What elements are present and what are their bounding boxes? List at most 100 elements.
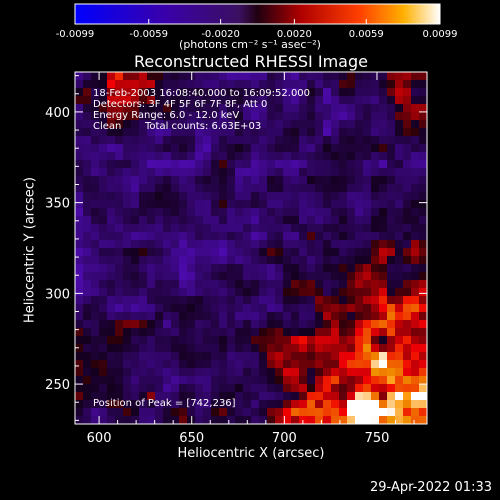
heatmap-pixel [387, 152, 396, 161]
heatmap-pixel [299, 328, 308, 337]
heatmap-pixel [147, 272, 156, 281]
heatmap-pixel [251, 112, 260, 121]
heatmap-pixel [219, 208, 228, 217]
heatmap-pixel [315, 384, 324, 393]
heatmap-pixel [371, 112, 380, 121]
heatmap-pixel [251, 208, 260, 217]
heatmap-pixel [187, 112, 196, 121]
heatmap-pixel [403, 392, 412, 401]
heatmap-pixel [395, 400, 404, 409]
heatmap-pixel [235, 384, 244, 393]
colorbar-tick-label: 0.0099 [423, 29, 458, 40]
heatmap-pixel [115, 80, 124, 89]
heatmap-pixel [331, 264, 340, 273]
heatmap-pixel [251, 224, 260, 233]
heatmap-pixel [291, 152, 300, 161]
heatmap-pixel [203, 352, 212, 361]
heatmap-pixel [219, 96, 228, 105]
heatmap-pixel [139, 352, 148, 361]
heatmap-pixel [91, 280, 100, 289]
heatmap-pixel [299, 160, 308, 169]
x-tick-label: 750 [365, 431, 390, 446]
heatmap-pixel [331, 240, 340, 249]
heatmap-pixel [339, 104, 348, 113]
heatmap-pixel [203, 112, 212, 121]
heatmap-pixel [107, 80, 116, 89]
heatmap-pixel [403, 88, 412, 97]
heatmap-pixel [259, 176, 268, 185]
heatmap-pixel [195, 272, 204, 281]
heatmap-pixel [195, 144, 204, 153]
heatmap-pixel [259, 400, 268, 409]
heatmap-pixel [91, 168, 100, 177]
heatmap-pixel [259, 384, 268, 393]
heatmap-pixel [179, 240, 188, 249]
heatmap-pixel [259, 280, 268, 289]
heatmap-pixel [267, 200, 276, 209]
heatmap-pixel [251, 144, 260, 153]
heatmap-pixel [411, 264, 420, 273]
heatmap-pixel [395, 392, 404, 401]
heatmap-pixel [403, 112, 412, 121]
heatmap-pixel [411, 216, 420, 225]
heatmap-pixel [267, 160, 276, 169]
heatmap-pixel [91, 88, 100, 97]
heatmap-pixel [339, 168, 348, 177]
heatmap-pixel [139, 384, 148, 393]
heatmap-pixel [115, 336, 124, 345]
heatmap-pixel [123, 344, 132, 353]
heatmap-pixel [227, 184, 236, 193]
heatmap-pixel [259, 408, 268, 417]
heatmap-pixel [339, 232, 348, 241]
heatmap-pixel [107, 176, 116, 185]
heatmap-pixel [283, 280, 292, 289]
heatmap-pixel [323, 120, 332, 129]
heatmap-pixel [251, 392, 260, 401]
heatmap-pixel [227, 376, 236, 385]
heatmap-pixel [75, 376, 84, 385]
heatmap-pixel [195, 200, 204, 209]
heatmap-pixel [211, 120, 220, 129]
heatmap-pixel [283, 344, 292, 353]
colorbar-tick-label: -0.0059 [129, 29, 168, 40]
heatmap-pixel [163, 144, 172, 153]
heatmap-pixel [147, 88, 156, 97]
heatmap-pixel [75, 136, 84, 145]
heatmap-pixel [195, 360, 204, 369]
heatmap-pixel [179, 160, 188, 169]
heatmap-pixel [243, 176, 252, 185]
heatmap-pixel [91, 208, 100, 217]
heatmap-pixel [403, 184, 412, 193]
heatmap-pixel [299, 376, 308, 385]
heatmap-pixel [155, 72, 164, 81]
heatmap-pixel [307, 208, 316, 217]
heatmap-pixel [107, 296, 116, 305]
heatmap-pixel [211, 352, 220, 361]
heatmap-pixel [211, 216, 220, 225]
heatmap-pixel [411, 272, 420, 281]
heatmap-pixel [235, 200, 244, 209]
heatmap-pixel [307, 240, 316, 249]
heatmap-pixel [227, 368, 236, 377]
heatmap-pixel [243, 232, 252, 241]
heatmap-pixel [419, 168, 427, 177]
heatmap-pixel [235, 320, 244, 329]
heatmap-pixel [155, 168, 164, 177]
heatmap-pixel [339, 352, 348, 361]
heatmap-pixel [235, 296, 244, 305]
heatmap-pixel [115, 400, 124, 409]
heatmap-pixel [203, 336, 212, 345]
heatmap-pixel [179, 128, 188, 137]
heatmap-pixel [291, 344, 300, 353]
heatmap-pixel [275, 168, 284, 177]
heatmap-pixel [387, 144, 396, 153]
plot-frame [74, 71, 428, 425]
heatmap-pixel [179, 400, 188, 409]
heatmap-pixel [123, 240, 132, 249]
heatmap-pixel [147, 368, 156, 377]
heatmap-pixel [363, 328, 372, 337]
heatmap-pixel [147, 312, 156, 321]
heatmap-pixel [379, 384, 388, 393]
heatmap-pixel [139, 416, 148, 424]
heatmap-pixel [251, 264, 260, 273]
